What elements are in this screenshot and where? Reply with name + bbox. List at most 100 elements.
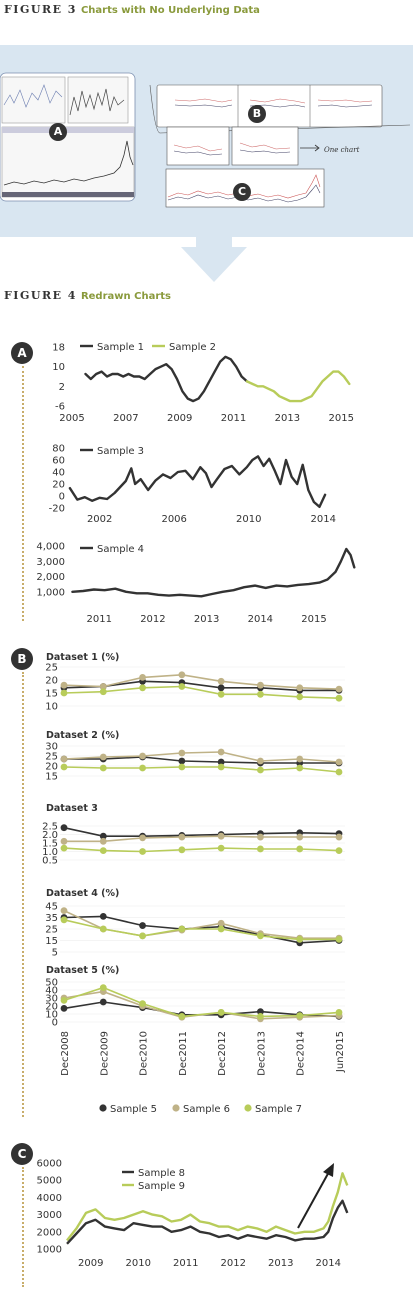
chart-a1-series-line <box>245 370 351 403</box>
chart-c-series-line <box>66 1199 349 1245</box>
chart-b-y-tick: 30 <box>45 742 58 753</box>
chart-a2-y-tick: 0 <box>59 492 65 503</box>
chart-b-point <box>60 763 68 771</box>
chart-b-point <box>335 694 343 702</box>
figure3-label: FIGURE 3 <box>4 3 77 16</box>
chart-b-point <box>139 764 146 772</box>
chart-b-y-tick: 10 <box>45 1010 58 1021</box>
chart-b-panel-title: Dataset 1 (%) <box>46 652 119 663</box>
chart-c-x-tick: 2011 <box>173 1258 198 1269</box>
dotted-connector-c <box>22 1167 24 1287</box>
chart-a3-y-tick: 2,000 <box>36 572 65 583</box>
chart-a1-legend-label: Sample 1 <box>97 342 144 353</box>
chart-b-point <box>178 683 186 690</box>
chart-b-y-tick: 2.5 <box>42 822 58 833</box>
chart-b-y-tick: 5 <box>52 948 58 959</box>
chart-b-y-tick: 1.0 <box>42 847 58 858</box>
chart-a3-x-tick: 2014 <box>248 614 273 625</box>
sketch-panel: One chart A B C <box>0 45 413 237</box>
chart-a1-series-line <box>84 355 249 403</box>
chart-b-x-tick: Jun2015 <box>335 1031 346 1073</box>
chart-a1-x-tick: 2015 <box>329 413 354 424</box>
sketch-a <box>0 72 136 202</box>
chart-b-point <box>335 833 343 841</box>
chart-b-legend-dot <box>99 1104 107 1112</box>
chart-b-point <box>99 847 107 855</box>
chart-b-point <box>60 681 68 689</box>
chart-c-series-line <box>66 1172 349 1242</box>
figure4-title: Redrawn Charts <box>80 291 171 302</box>
chart-b-point <box>335 935 343 943</box>
chart-b-point <box>178 1013 186 1020</box>
chart-a2-y-tick: 20 <box>52 480 65 491</box>
chart-b-panel: Dataset 3 2.52.01.51.00.5 <box>42 803 345 867</box>
chart-b-point <box>296 1012 304 1019</box>
chart-b-series-line <box>63 826 340 838</box>
chart-b-y-tick: 2.0 <box>42 830 58 841</box>
chart-b-point <box>217 919 225 927</box>
chart-a1-x-tick: 2011 <box>221 413 246 424</box>
chart-b-point <box>217 763 225 771</box>
down-arrow-icon <box>181 237 247 282</box>
chart-b-point <box>178 833 186 841</box>
chart-b-point <box>257 932 264 940</box>
chart-c-y-tick: 4000 <box>37 1193 62 1204</box>
chart-b-point <box>217 844 225 852</box>
chart-b-point <box>257 845 264 853</box>
chart-b-legend-label: Sample 6 <box>183 1104 230 1115</box>
chart-a3-x-tick: 2013 <box>194 614 219 625</box>
chart-b-point <box>99 925 107 933</box>
chart-b-y-tick: 15 <box>45 936 58 947</box>
chart-b-point <box>178 757 186 765</box>
chart-b-point <box>296 833 304 841</box>
chart-b-point <box>139 684 146 692</box>
chart-c-x-tick: 2009 <box>78 1258 103 1269</box>
chart-b-legend-label: Sample 7 <box>255 1104 302 1115</box>
sketch-badge-b: B <box>248 105 266 123</box>
chart-c-y-tick: 3000 <box>37 1210 62 1221</box>
chart-b-y-tick: 40 <box>45 986 58 997</box>
sketch-b: One chart <box>149 84 411 166</box>
chart-a1-x-tick: 2007 <box>113 413 138 424</box>
chart-b-point <box>257 766 264 774</box>
chart-b-legend-label: Sample 5 <box>110 1104 157 1115</box>
chart-b-point <box>60 907 68 914</box>
chart-a1-y-tick: 10 <box>52 362 65 373</box>
chart-c-x-tick: 2010 <box>126 1258 151 1269</box>
chart-b-point <box>217 758 225 766</box>
chart-b-point <box>257 833 264 841</box>
chart-c-legend-label: Sample 9 <box>138 1181 185 1192</box>
chart-c-x-tick: 2012 <box>221 1258 246 1269</box>
chart-b-point <box>335 685 343 693</box>
chart-b-y-tick: 20 <box>45 762 58 773</box>
chart-a3-series-line <box>71 547 356 598</box>
sketch-illustration: One chart <box>0 72 411 208</box>
figure4-label: FIGURE 4 <box>4 289 77 302</box>
chart-b-point <box>99 688 107 696</box>
chart-b-panel-title: Dataset 5 (%) <box>46 965 119 976</box>
chart-a3-x-tick: 2011 <box>86 614 111 625</box>
figure3-heading: FIGURE 3 Charts with No Underlying Data <box>4 3 260 16</box>
chart-a2-y-tick: -20 <box>49 504 65 515</box>
chart-b-point <box>178 925 186 933</box>
chart-b-y-tick: 15 <box>45 689 58 700</box>
chart-a1-y-tick: 18 <box>52 343 65 354</box>
chart-b-point <box>178 763 186 771</box>
chart-b-point <box>99 764 107 772</box>
chart-b-point <box>60 689 68 697</box>
chart-b-y-tick: 20 <box>45 1002 58 1013</box>
chart-b-series-line <box>63 919 339 941</box>
chart-c-y-tick: 6000 <box>37 1159 62 1170</box>
chart-a1-y-tick: 2 <box>59 382 65 393</box>
chart-b-y-tick: 20 <box>45 676 58 687</box>
chart-b-x-tick: Dec2012 <box>217 1031 228 1076</box>
chart-b-series-line <box>63 673 340 690</box>
chart-b-y-tick: 1.5 <box>42 839 58 850</box>
chart-b-point <box>178 846 186 854</box>
chart-b-point <box>217 690 225 698</box>
chart-a1-x-tick: 2005 <box>59 413 84 424</box>
chart-b-point <box>257 1013 264 1020</box>
